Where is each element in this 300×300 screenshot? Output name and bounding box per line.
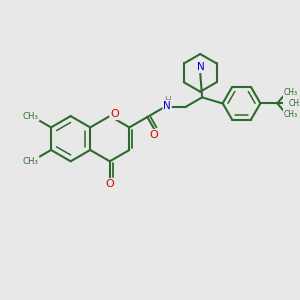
Text: O: O bbox=[110, 109, 119, 119]
Text: CH₃: CH₃ bbox=[23, 157, 39, 166]
Text: CH₃: CH₃ bbox=[284, 88, 298, 97]
Text: O: O bbox=[105, 179, 114, 189]
Text: N: N bbox=[197, 62, 205, 72]
Text: N: N bbox=[163, 101, 171, 111]
Text: H: H bbox=[164, 96, 170, 105]
Text: CH₃: CH₃ bbox=[289, 99, 300, 108]
Text: O: O bbox=[149, 130, 158, 140]
Text: CH₃: CH₃ bbox=[284, 110, 298, 119]
Text: CH₃: CH₃ bbox=[23, 112, 39, 121]
